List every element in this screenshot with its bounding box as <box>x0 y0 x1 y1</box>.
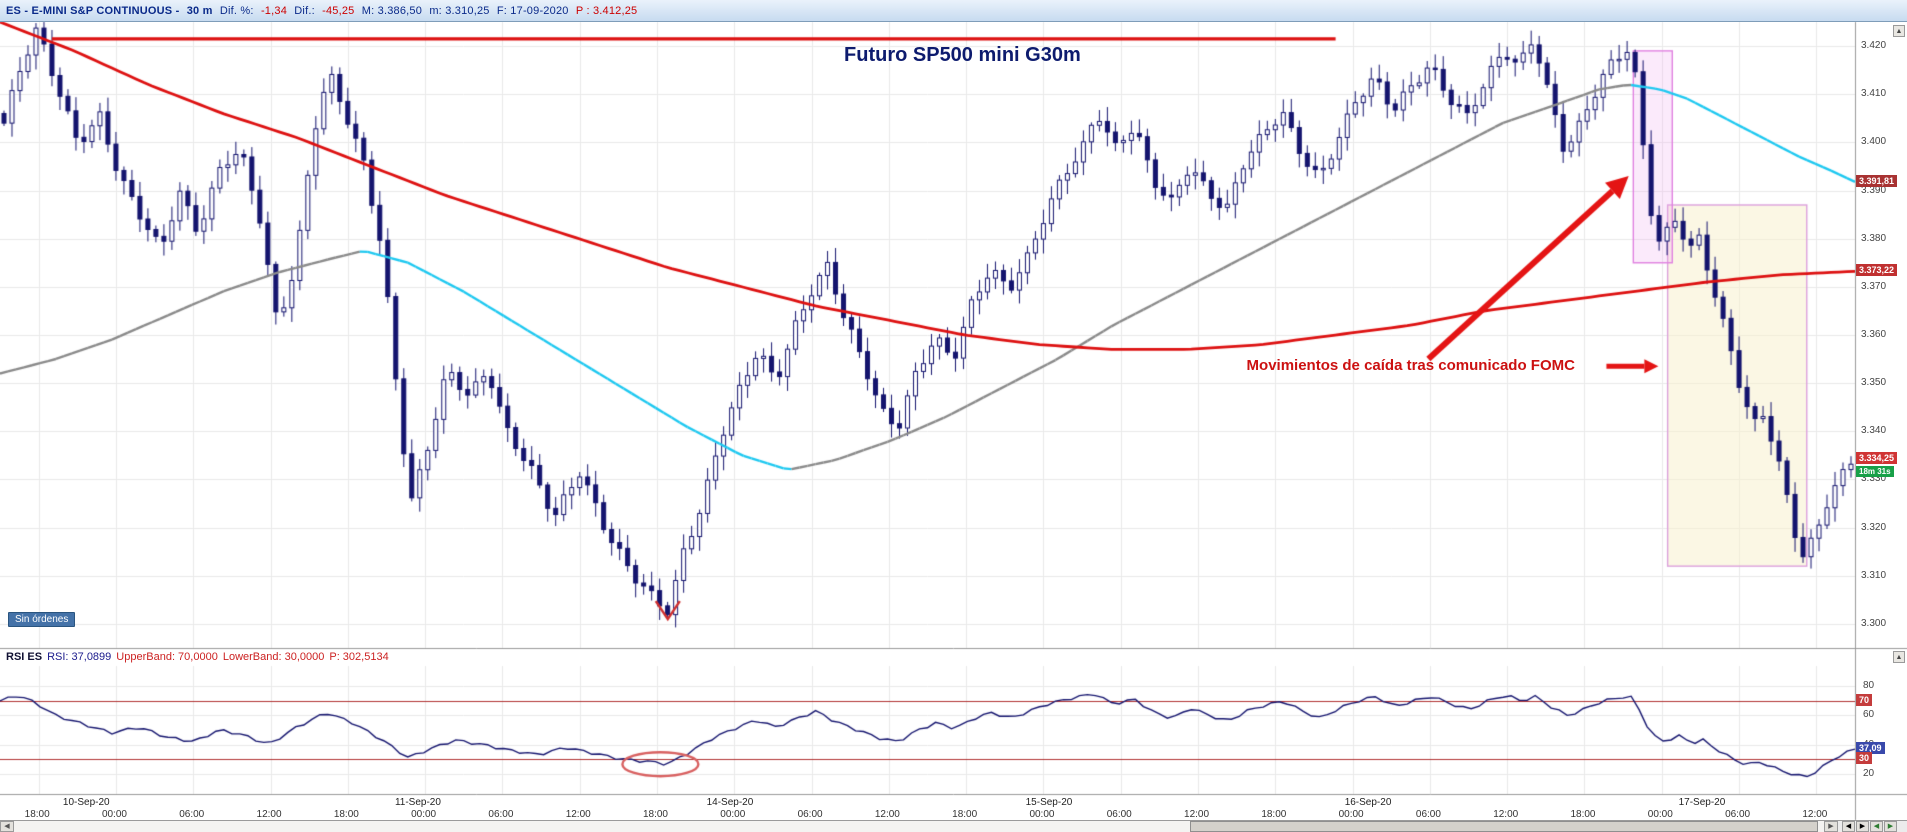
time-tick-label: 12:00 <box>874 809 900 820</box>
title-segment-3: -1,34 <box>260 4 291 17</box>
price-tick-label: 3.420 <box>1861 40 1887 52</box>
date-label: 17-Sep-20 <box>1678 797 1726 808</box>
title-segment-4: Dif.: <box>294 4 319 17</box>
slow-ma-price-badge: 3.373,22 <box>1856 264 1898 277</box>
time-tick-label: 18:00 <box>333 809 359 820</box>
time-tick-label: 06:00 <box>179 809 205 820</box>
rsi-info-bar: RSI ES RSI: 37,0899 UpperBand: 70,0000 L… <box>0 649 1856 665</box>
date-label: 11-Sep-20 <box>394 797 441 808</box>
fomc-annotation: Movimientos de caída tras comunicado FOM… <box>1246 357 1575 375</box>
rsi-info-segment-2: UpperBand: 70,0000 <box>116 651 218 663</box>
time-tick-label: 18:00 <box>642 809 668 820</box>
rsi-lower-band-badge: 30 <box>1856 752 1873 765</box>
title-segment-1: 30 m <box>186 4 216 17</box>
time-tick-label: 00:00 <box>1647 809 1673 820</box>
time-tick-label: 06:00 <box>488 809 514 820</box>
date-label: 10-Sep-20 <box>62 797 110 808</box>
price-tick-label: 3.360 <box>1861 329 1887 340</box>
time-tick-label: 06:00 <box>1415 809 1441 820</box>
page-left-button[interactable]: ◀ <box>1842 821 1855 832</box>
date-label: 14-Sep-20 <box>706 797 754 808</box>
rsi-upper-band-badge: 70 <box>1856 693 1873 706</box>
time-tick-label: 00:00 <box>1338 809 1364 820</box>
rsi-tick-label: 60 <box>1863 709 1875 721</box>
scroll-left-button[interactable]: ◀ <box>0 821 14 832</box>
time-tick-label: 00:00 <box>411 809 437 820</box>
title-bar: ES - E-MINI S&P CONTINUOUS - 30 m Dif. %… <box>0 0 1907 22</box>
time-tick-label: 18:00 <box>1570 809 1596 820</box>
jump-end-button[interactable]: ▶ <box>1884 821 1897 832</box>
price-tick-label: 3.380 <box>1861 232 1887 244</box>
time-tick-label: 18:00 <box>952 809 978 820</box>
chart-title-annotation: Futuro SP500 mini G30m <box>844 44 1081 66</box>
title-segment-6: M: 3.386,50 <box>361 4 426 17</box>
horizontal-scrollbar[interactable]: ◀ ▶ ◀ ▶ ◀ ▶ <box>0 820 1907 832</box>
title-segment-9: P : 3.412,25 <box>575 4 638 17</box>
scrollbar-track[interactable] <box>14 821 1824 832</box>
title-segment-8: F: 17-09-2020 <box>496 4 572 17</box>
instrument-info: ES - E-MINI S&P CONTINUOUS - 30 m Dif. %… <box>6 5 641 17</box>
rsi-info-segment-3: LowerBand: 30,0000 <box>222 651 325 663</box>
price-tick-label: 3.390 <box>1861 184 1887 196</box>
rsi-info-segment-0: RSI ES <box>6 651 43 663</box>
scroll-right-button[interactable]: ▶ <box>1824 821 1838 832</box>
rsi-tick-label: 20 <box>1863 767 1875 779</box>
price-tick-label: 3.310 <box>1861 569 1887 581</box>
rsi-tick-label: 80 <box>1863 680 1875 692</box>
price-tick-label: 3.370 <box>1861 280 1887 292</box>
price-tick-label: 3.320 <box>1861 521 1887 533</box>
time-tick-label: 12:00 <box>256 809 282 820</box>
last-price-badge: 3.334,25 <box>1856 451 1898 464</box>
jump-start-button[interactable]: ◀ <box>1870 821 1883 832</box>
time-tick-label: 12:00 <box>1184 809 1210 820</box>
price-tick-label: 3.300 <box>1861 617 1887 629</box>
price-tick-label: 3.340 <box>1861 425 1887 437</box>
title-segment-2: Dif. %: <box>219 4 257 17</box>
date-label: 16-Sep-20 <box>1344 797 1392 808</box>
price-tick-label: 3.330 <box>1861 473 1887 485</box>
time-tick-label: 00:00 <box>1029 809 1055 820</box>
time-tick-label: 18:00 <box>24 809 50 820</box>
bar-countdown-badge: 18m 31s <box>1856 465 1894 477</box>
title-segment-5: -45,25 <box>322 4 358 17</box>
price-tick-label: 3.410 <box>1861 88 1887 100</box>
price-tick-label: 3.400 <box>1861 136 1887 148</box>
price-tick-label: 3.350 <box>1861 377 1887 389</box>
rsi-info-segment-4: P: 302,5134 <box>329 651 389 663</box>
time-tick-label: 00:00 <box>720 809 746 820</box>
time-tick-label: 12:00 <box>565 809 591 820</box>
time-tick-label: 06:00 <box>1106 809 1132 820</box>
no-orders-badge[interactable]: Sin órdenes <box>8 612 76 627</box>
rsi-pane-scroll-up-button[interactable]: ▲ <box>1893 651 1905 663</box>
price-pane-scroll-up-button[interactable]: ▲ <box>1893 25 1905 37</box>
time-tick-label: 06:00 <box>797 809 823 820</box>
title-segment-7: m: 3.310,25 <box>429 4 493 17</box>
time-tick-label: 12:00 <box>1802 809 1828 820</box>
time-tick-label: 12:00 <box>1493 809 1519 820</box>
date-label: 15-Sep-20 <box>1025 797 1073 808</box>
time-tick-label: 18:00 <box>1261 809 1287 820</box>
page-right-button[interactable]: ▶ <box>1856 821 1869 832</box>
rsi-info-segment-1: RSI: 37,0899 <box>47 651 112 663</box>
time-tick-label: 00:00 <box>101 809 127 820</box>
scrollbar-thumb[interactable] <box>1190 821 1818 832</box>
fast-ma-price-badge: 3.391,81 <box>1856 174 1898 187</box>
time-tick-label: 06:00 <box>1725 809 1751 820</box>
title-segment-0: ES - E-MINI S&P CONTINUOUS - <box>6 4 183 17</box>
rsi-value-badge: 37,09 <box>1856 741 1885 754</box>
